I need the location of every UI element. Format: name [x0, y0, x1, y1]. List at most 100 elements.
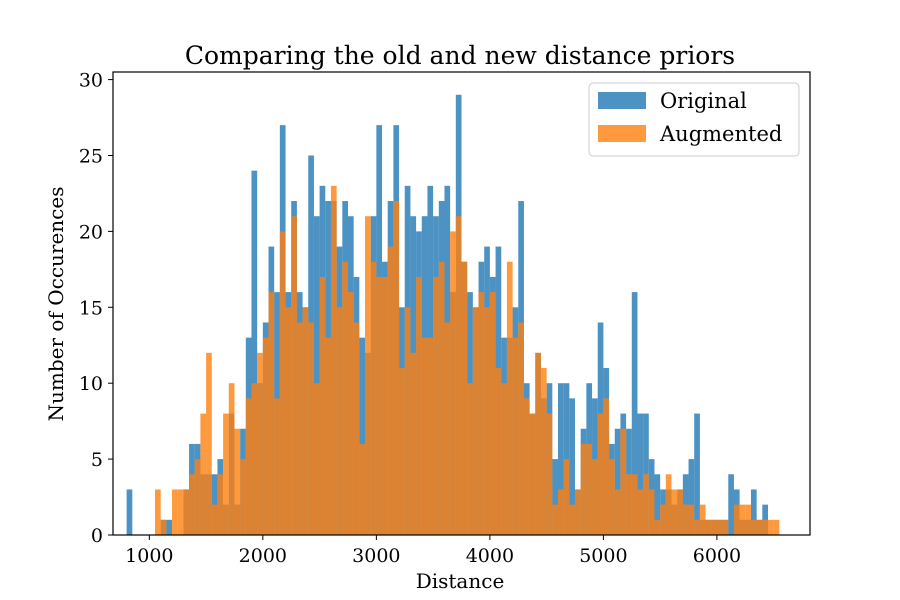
- bar-augmented: [762, 519, 768, 535]
- bar-augmented: [387, 246, 394, 535]
- bar-augmented: [285, 307, 292, 535]
- bar-augmented: [609, 459, 615, 535]
- series-augmented: [155, 185, 780, 535]
- bar-augmented: [665, 474, 672, 535]
- bar-augmented: [557, 489, 564, 535]
- x-tick-label: 4000: [466, 545, 514, 567]
- bar-augmented: [353, 322, 360, 535]
- bar-augmented: [234, 428, 241, 535]
- bar-augmented: [654, 519, 661, 535]
- bar-augmented: [501, 383, 507, 535]
- bar-augmented: [643, 474, 649, 535]
- legend: Original Augmented: [588, 82, 800, 157]
- bar-augmented: [660, 504, 666, 535]
- legend-swatch-augmented: [598, 125, 646, 142]
- bar-original: [654, 474, 661, 535]
- bar-augmented: [342, 261, 348, 535]
- bar-original: [557, 383, 564, 535]
- bar-original: [166, 519, 173, 535]
- bar-augmented: [461, 261, 468, 535]
- y-tick-label: 20: [79, 221, 103, 243]
- bar-augmented: [410, 352, 417, 535]
- bar-augmented: [155, 489, 161, 535]
- bar-augmented: [626, 474, 632, 535]
- bar-augmented: [575, 489, 581, 535]
- bar-original: [359, 337, 366, 535]
- bar-augmented: [597, 413, 604, 535]
- bar-augmented: [183, 489, 190, 535]
- bar-augmented: [750, 519, 757, 535]
- bar-augmented: [365, 216, 371, 535]
- bar-augmented: [336, 307, 343, 535]
- bar-augmented: [194, 459, 201, 535]
- y-axis-ticks: 0 5 10 15 20 25 30: [79, 70, 113, 547]
- bar-augmented: [688, 504, 695, 535]
- bar-augmented: [506, 261, 513, 535]
- x-axis-label: Distance: [416, 569, 505, 593]
- bar-augmented: [404, 307, 411, 535]
- bar-augmented: [518, 322, 524, 535]
- bar-augmented: [347, 292, 354, 535]
- bar-augmented: [739, 504, 746, 535]
- bar-original: [728, 474, 734, 535]
- y-tick-label: 30: [79, 70, 103, 92]
- bar-augmented: [416, 276, 422, 535]
- bar-augmented: [472, 307, 479, 535]
- bar-augmented: [671, 489, 678, 535]
- bar-augmented: [620, 428, 627, 535]
- chart-title: Comparing the old and new distance prior…: [185, 41, 735, 70]
- bar-augmented: [495, 368, 502, 535]
- bar-augmented: [308, 322, 314, 535]
- bar-augmented: [631, 474, 638, 535]
- bar-augmented: [433, 276, 439, 535]
- bar-augmented: [359, 443, 366, 535]
- bar-original: [552, 459, 558, 535]
- bar-original: [750, 489, 757, 535]
- bar-augmented: [438, 261, 445, 535]
- y-tick-label: 10: [79, 373, 103, 395]
- bar-augmented: [444, 322, 451, 535]
- bar-augmented: [768, 519, 774, 535]
- bar-original: [569, 398, 576, 535]
- bar-original: [688, 459, 695, 535]
- bar-augmented: [569, 504, 576, 535]
- bar-augmented: [177, 489, 184, 535]
- bar-augmented: [160, 519, 167, 535]
- bar-augmented: [223, 413, 229, 535]
- bar-augmented: [552, 504, 558, 535]
- legend-swatch-original: [598, 92, 646, 109]
- bar-augmented: [427, 337, 434, 535]
- bar-original: [637, 413, 644, 535]
- bar-augmented: [393, 201, 400, 535]
- x-tick-label: 6000: [693, 545, 741, 567]
- bar-augmented: [296, 322, 303, 535]
- y-tick-label: 5: [91, 449, 103, 471]
- bar-augmented: [614, 489, 621, 535]
- bar-augmented: [217, 474, 224, 535]
- bar-augmented: [240, 459, 246, 535]
- bar-augmented: [325, 337, 331, 535]
- bar-augmented: [523, 398, 530, 535]
- bar-augmented: [251, 383, 258, 535]
- bar-augmented: [694, 519, 700, 535]
- bar-augmented: [733, 504, 740, 535]
- bar-augmented: [189, 474, 195, 535]
- bar-augmented: [756, 519, 763, 535]
- bar-augmented: [262, 337, 269, 535]
- legend-label-augmented: Augmented: [659, 122, 782, 146]
- x-axis-ticks: 1000 2000 3000 4000 5000 6000: [125, 535, 741, 567]
- bar-augmented: [745, 504, 751, 535]
- bar-augmented: [268, 292, 275, 535]
- bar-augmented: [370, 261, 377, 535]
- bar-original: [631, 292, 638, 535]
- bar-augmented: [716, 519, 723, 535]
- bar-augmented: [592, 459, 598, 535]
- legend-label-original: Original: [660, 89, 747, 113]
- bar-augmented: [637, 489, 644, 535]
- bar-augmented: [682, 504, 689, 535]
- bar-augmented: [484, 307, 490, 535]
- bar-augmented: [291, 216, 297, 535]
- bars-group: [126, 94, 780, 536]
- x-tick-label: 3000: [352, 545, 400, 567]
- bar-augmented: [302, 307, 309, 535]
